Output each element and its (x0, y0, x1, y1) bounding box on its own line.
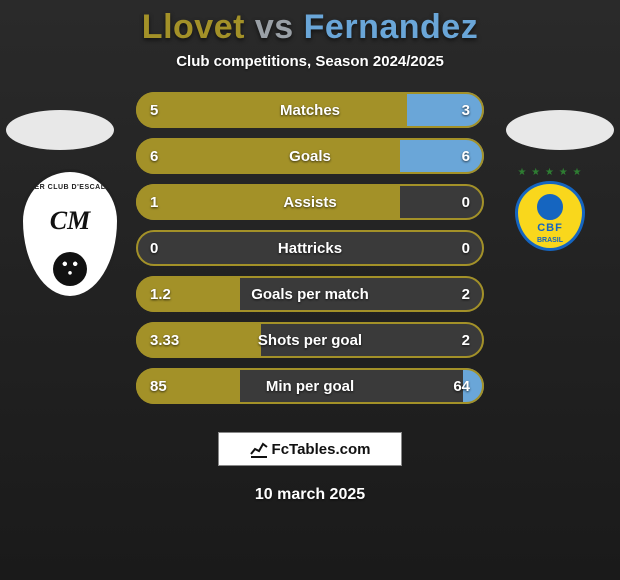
player2-head-placeholder (506, 110, 614, 150)
badge-right-text: CBF (518, 222, 582, 234)
stat-value-right: 0 (462, 240, 470, 257)
badge-right-stars: ★ ★ ★ ★ ★ (505, 167, 595, 178)
stat-row: 1Assists0 (136, 184, 484, 220)
stat-value-right: 6 (462, 148, 470, 165)
brand-text: FcTables.com (272, 441, 371, 458)
stat-label: Goals (136, 148, 484, 165)
stat-row: 1.2Goals per match2 (136, 276, 484, 312)
stat-value-right: 2 (462, 286, 470, 303)
stat-label: Goals per match (136, 286, 484, 303)
soccer-ball-icon (53, 252, 87, 286)
chart-icon (250, 440, 268, 458)
player2-club-badge: ★ ★ ★ ★ ★ CBF BRASIL (500, 164, 600, 264)
stat-value-right: 2 (462, 332, 470, 349)
stat-row: 3.33Shots per goal2 (136, 322, 484, 358)
badge-left-monogram: CM (23, 206, 117, 236)
stat-label: Matches (136, 102, 484, 119)
player2-name: Fernandez (304, 8, 479, 46)
stat-row: 85Min per goal64 (136, 368, 484, 404)
stats-rows: 5Matches36Goals61Assists00Hattricks01.2G… (136, 92, 484, 404)
stat-value-right: 0 (462, 194, 470, 211)
badge-right-sub: BRASIL (518, 237, 582, 244)
stat-label: Hattricks (136, 240, 484, 257)
player1-name: Llovet (142, 8, 245, 46)
stat-row: 5Matches3 (136, 92, 484, 128)
stat-value-right: 64 (453, 378, 470, 395)
comparison-title: Llovet vs Fernandez (0, 8, 620, 47)
stat-value-right: 3 (462, 102, 470, 119)
stat-row: 6Goals6 (136, 138, 484, 174)
brand-box: FcTables.com (218, 432, 402, 466)
player1-head-placeholder (6, 110, 114, 150)
subtitle: Club competitions, Season 2024/2025 (0, 53, 620, 70)
date-text: 10 march 2025 (0, 486, 620, 504)
stat-label: Assists (136, 194, 484, 211)
globe-icon (537, 194, 563, 220)
vs-text: vs (255, 8, 294, 46)
badge-left-text: ER CLUB D'ESCAL (23, 184, 117, 191)
stat-label: Shots per goal (136, 332, 484, 349)
stat-label: Min per goal (136, 378, 484, 395)
stat-row: 0Hattricks0 (136, 230, 484, 266)
player1-club-badge: ER CLUB D'ESCAL CM (20, 164, 120, 304)
